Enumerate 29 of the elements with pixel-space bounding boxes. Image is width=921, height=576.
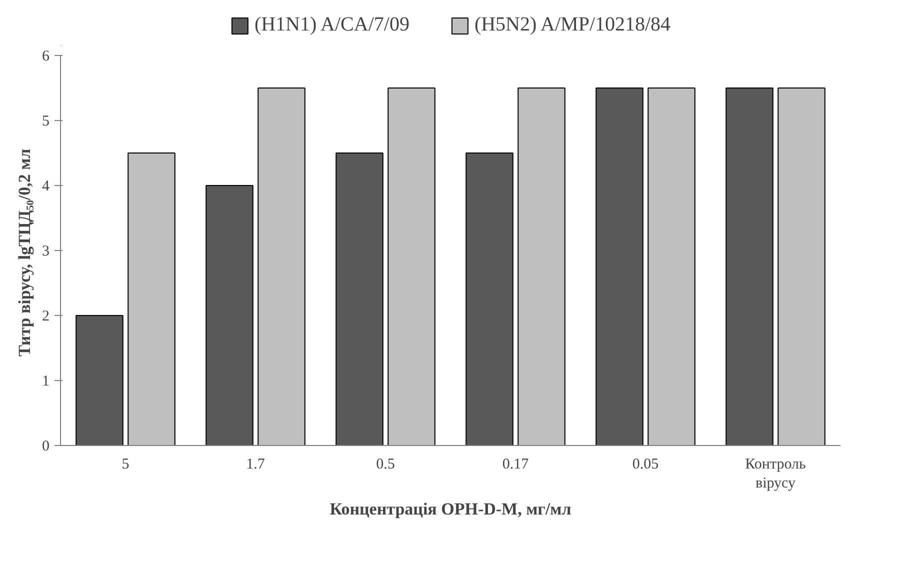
bar bbox=[336, 152, 384, 446]
y-tick-label: 3 bbox=[42, 244, 50, 260]
bar bbox=[206, 185, 254, 446]
y-axis-title: Титр вірусу, lgТЦД₅₀/0,2 мл bbox=[15, 148, 34, 356]
bar bbox=[596, 88, 644, 446]
bar bbox=[258, 88, 306, 446]
x-tick-label: 0.17 bbox=[502, 456, 530, 472]
bar bbox=[466, 152, 514, 446]
x-axis-title: Концентрація ОРН-D-M, мг/мл bbox=[330, 500, 572, 519]
bar bbox=[648, 88, 696, 446]
x-tick-label: 5 bbox=[122, 456, 130, 472]
bar bbox=[726, 88, 774, 446]
x-tick-label: 1.7 bbox=[246, 456, 266, 472]
bar bbox=[76, 315, 124, 446]
y-tick-label: 6 bbox=[42, 48, 50, 64]
x-tick-label: 0.5 bbox=[376, 456, 395, 472]
y-tick-label: 0 bbox=[42, 438, 50, 454]
y-tick-label: 5 bbox=[42, 114, 50, 130]
bar bbox=[128, 152, 176, 446]
y-tick-label: 1 bbox=[42, 374, 50, 390]
bar bbox=[778, 88, 826, 446]
y-tick-label: 4 bbox=[42, 178, 50, 194]
legend-label: (H5N2) A/MP/10218/84 bbox=[474, 14, 671, 36]
bar bbox=[518, 88, 566, 446]
y-tick-label: 2 bbox=[42, 308, 50, 324]
x-tick-label: Контроль вірусу bbox=[745, 456, 806, 492]
legend-label: (H1N1) A/CA/7/09 bbox=[254, 14, 410, 36]
bar bbox=[388, 88, 436, 446]
x-tick-label: 0.05 bbox=[632, 456, 659, 472]
